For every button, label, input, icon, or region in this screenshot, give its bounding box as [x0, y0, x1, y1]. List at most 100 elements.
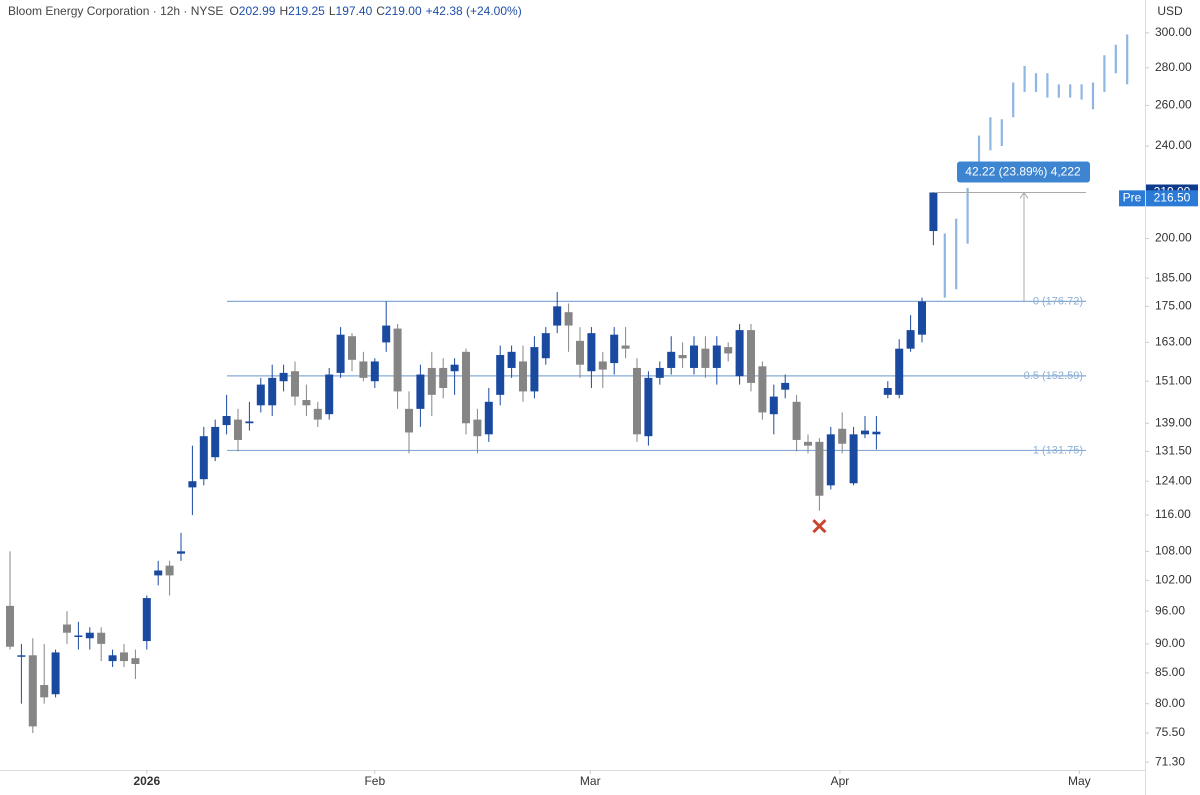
candle-body	[598, 361, 607, 370]
candle-body	[313, 408, 322, 420]
candle-body	[17, 655, 26, 657]
y-tick-label: 280.00	[1155, 60, 1192, 74]
candle-body	[439, 367, 448, 388]
candle-body	[667, 351, 676, 368]
candle-body	[758, 366, 767, 413]
y-tick-label: 90.00	[1155, 636, 1185, 650]
candle-body	[177, 551, 185, 554]
candle-body	[142, 598, 151, 642]
measure-label: 42.22 (23.89%) 4,222	[965, 165, 1081, 179]
y-tick-label: 185.00	[1155, 270, 1192, 284]
field-key: H	[279, 4, 288, 18]
price-tag-prefix: Pre	[1123, 191, 1142, 205]
candle-body	[268, 377, 277, 406]
field-value: 219.25	[288, 4, 325, 18]
candle-body	[655, 367, 664, 378]
candle-body	[6, 605, 14, 647]
candle-body	[507, 351, 516, 368]
candle-body	[154, 570, 163, 576]
candle-body	[587, 333, 596, 372]
candle-body	[462, 351, 470, 424]
candle-body	[849, 434, 858, 484]
candle-body	[74, 635, 83, 637]
candle-body	[484, 401, 493, 435]
candle-body	[63, 624, 71, 633]
candle-body	[416, 374, 425, 409]
field-key: O	[229, 4, 238, 18]
y-tick-label: 240.00	[1155, 138, 1192, 152]
candle-body	[678, 355, 687, 359]
measure-box	[957, 161, 1090, 183]
candle-body	[211, 426, 220, 458]
candle-body	[792, 401, 801, 440]
field-key: L	[329, 4, 336, 18]
candle-body	[769, 396, 778, 415]
y-tick-label: 108.00	[1155, 544, 1192, 558]
candle-body	[838, 428, 847, 444]
candle-body	[701, 348, 710, 368]
candle-body	[633, 367, 641, 435]
candle-body	[826, 434, 835, 486]
candle-body	[644, 377, 653, 437]
x-tick-label: Apr	[831, 774, 850, 788]
field-value: 197.40	[336, 4, 373, 18]
candle-body	[199, 436, 208, 480]
y-tick-label: 102.00	[1155, 573, 1192, 587]
candle-body	[256, 384, 265, 406]
candle-body	[735, 330, 744, 377]
y-tick-label: 124.00	[1155, 473, 1192, 487]
x-tick-label: Feb	[364, 774, 385, 788]
y-tick-label: 200.00	[1155, 231, 1192, 245]
candle-body	[370, 361, 379, 382]
candle-body	[496, 355, 505, 395]
candle-body	[359, 361, 368, 378]
x-tick-label: May	[1068, 774, 1091, 788]
candle-body	[120, 652, 128, 662]
candle-body	[918, 301, 926, 335]
y-tick-label: 163.00	[1155, 335, 1192, 349]
y-tick-label: 75.50	[1155, 725, 1185, 739]
price-tag-prefix-box	[1119, 190, 1145, 207]
candle-body	[302, 400, 311, 406]
candle-body	[40, 684, 49, 698]
candle-body	[85, 632, 94, 639]
candle-body	[131, 658, 140, 665]
y-tick-label: 96.00	[1155, 603, 1185, 617]
y-tick-label: 260.00	[1155, 98, 1192, 112]
candle-body	[553, 306, 562, 326]
candle-body	[610, 334, 619, 364]
candle-body	[450, 364, 459, 372]
candle-body	[690, 345, 698, 368]
candle-body	[28, 655, 37, 727]
symbol: Bloom Energy Corporation · 12h · NYSE	[8, 4, 223, 18]
candle-body	[541, 333, 550, 359]
field-key: C	[376, 4, 385, 18]
level-label: 0.5 (152.59)	[1024, 370, 1083, 382]
candle-body	[519, 361, 527, 392]
price-tag-label: 216.50	[1154, 191, 1191, 205]
candle-body	[724, 347, 733, 354]
x-tick-label: Mar	[580, 774, 601, 788]
price-tag	[1146, 190, 1198, 207]
level-label: 1 (131.75)	[1033, 444, 1083, 456]
candle-body	[621, 345, 630, 349]
y-tick-label: 116.00	[1155, 507, 1191, 521]
candle-body	[872, 431, 881, 435]
arrow-head	[1019, 191, 1029, 199]
x-tick-label: 2026	[133, 774, 160, 788]
candle-body	[895, 348, 904, 395]
y-tick-label: 175.00	[1155, 299, 1192, 313]
candle-body	[576, 340, 584, 365]
candle-body	[906, 330, 915, 349]
candle-body	[804, 441, 812, 446]
y-tick-label: 300.00	[1155, 25, 1192, 39]
candle-body	[712, 345, 721, 368]
candle-body	[348, 336, 356, 360]
y-tick-label: 71.30	[1155, 754, 1185, 768]
y-tick-label: 151.00	[1155, 373, 1192, 387]
candle-body	[108, 655, 117, 662]
candle-body	[97, 632, 106, 644]
